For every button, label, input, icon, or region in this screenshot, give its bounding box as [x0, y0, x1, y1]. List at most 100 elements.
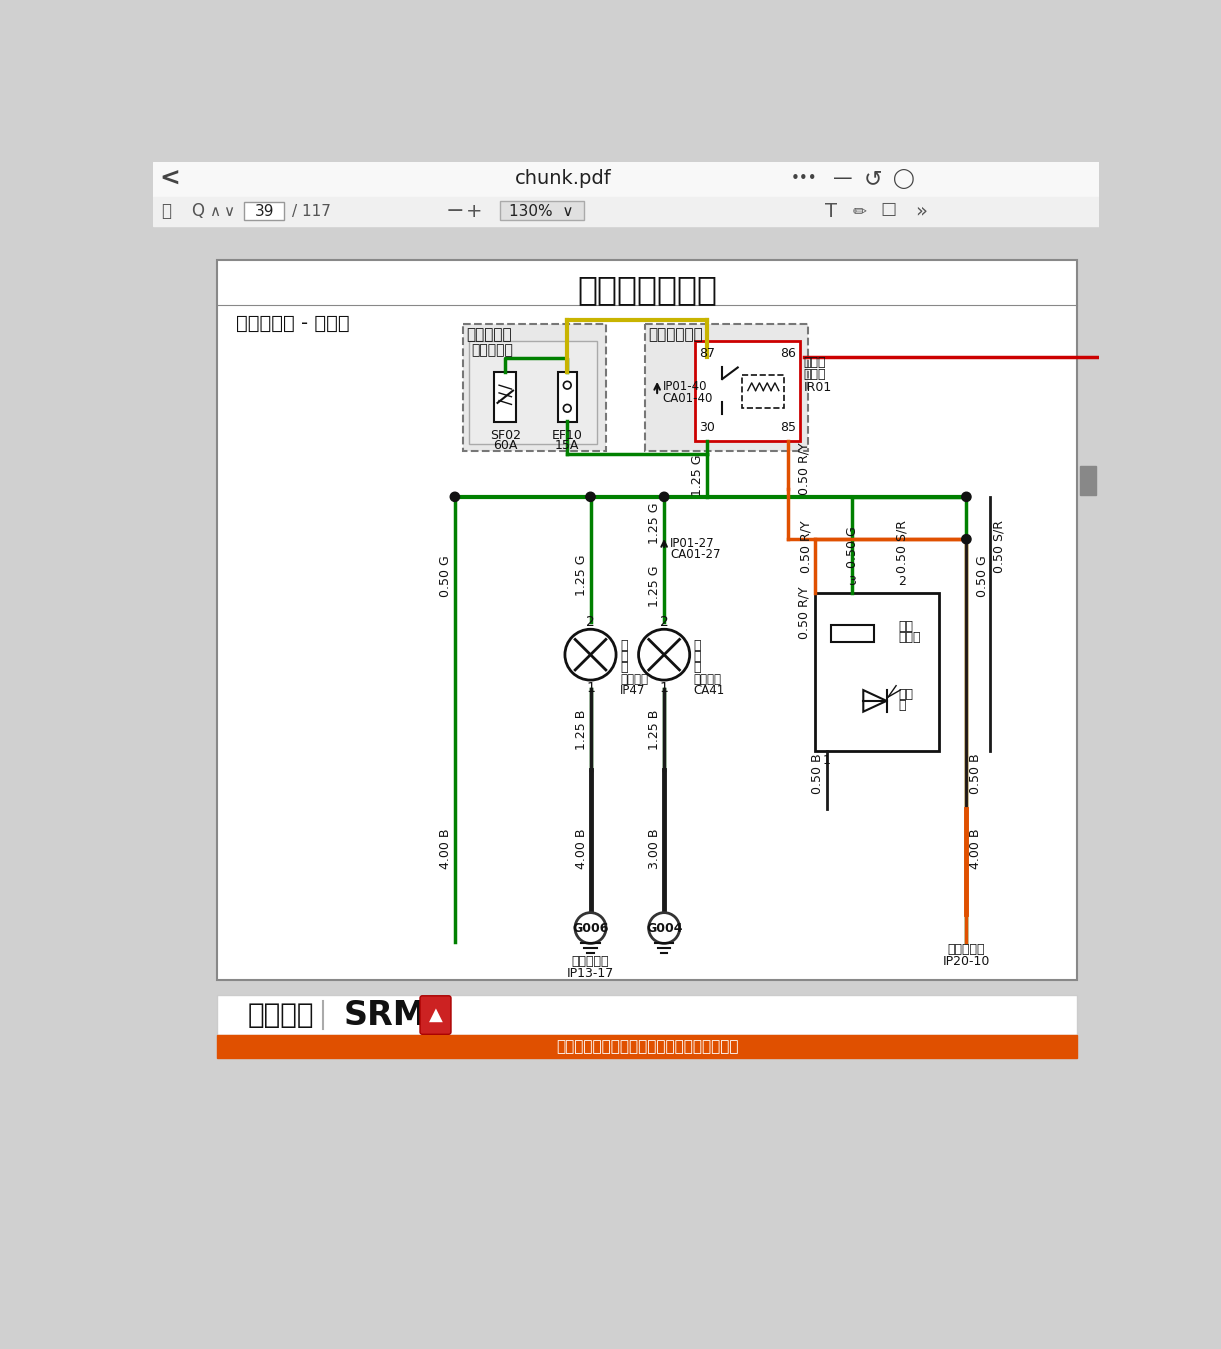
Bar — [741, 375, 784, 407]
Text: 4.00 B: 4.00 B — [575, 828, 587, 869]
Circle shape — [451, 492, 459, 502]
Text: T: T — [824, 201, 836, 221]
Text: 3: 3 — [849, 575, 856, 588]
Bar — [217, 996, 1077, 1035]
Bar — [558, 372, 576, 422]
Text: 继电器: 继电器 — [803, 368, 827, 382]
Text: 1: 1 — [586, 681, 595, 695]
Text: ✏: ✏ — [852, 202, 867, 220]
Bar — [830, 625, 874, 642]
Text: IP01-40: IP01-40 — [663, 380, 707, 393]
Text: chunk.pdf: chunk.pdf — [515, 170, 612, 189]
Text: 0.50 R/Y: 0.50 R/Y — [797, 585, 811, 638]
Text: 1.25 B: 1.25 B — [648, 710, 662, 750]
Text: 0.50 S/R: 0.50 S/R — [993, 521, 1005, 573]
Text: Q: Q — [190, 202, 204, 220]
Circle shape — [962, 534, 971, 544]
Text: 右前雾灯: 右前雾灯 — [620, 673, 648, 685]
Text: •••: ••• — [790, 171, 817, 186]
Text: 前雾灯: 前雾灯 — [803, 356, 827, 368]
Text: 2: 2 — [659, 615, 669, 629]
Text: 前雾灯系统 - 金杯标: 前雾灯系统 - 金杯标 — [237, 314, 350, 333]
Text: ↺: ↺ — [864, 169, 883, 189]
Bar — [153, 162, 1099, 197]
Circle shape — [962, 492, 971, 502]
Bar — [495, 372, 516, 422]
Text: G004: G004 — [646, 921, 683, 935]
Text: 前: 前 — [694, 639, 701, 652]
Circle shape — [563, 382, 571, 389]
Text: 至组合付表: 至组合付表 — [571, 955, 609, 969]
Text: 4.00 B: 4.00 B — [969, 828, 982, 869]
FancyBboxPatch shape — [420, 996, 451, 1035]
Circle shape — [639, 629, 690, 680]
Text: 4.00 B: 4.00 B — [440, 828, 452, 869]
Text: G006: G006 — [573, 921, 609, 935]
Text: IP47: IP47 — [620, 684, 646, 697]
Text: 1: 1 — [659, 681, 669, 695]
Text: 电路线路连接图: 电路线路连接图 — [578, 274, 717, 306]
Text: 0.50 G: 0.50 G — [976, 554, 989, 596]
Text: 1.25 G: 1.25 G — [575, 554, 587, 596]
Bar — [1081, 465, 1095, 495]
Text: 86: 86 — [780, 347, 796, 360]
Text: SF02: SF02 — [490, 429, 520, 442]
Text: 3.00 B: 3.00 B — [648, 828, 662, 869]
Text: / 117: / 117 — [292, 204, 331, 219]
Text: 灯: 灯 — [694, 661, 701, 673]
Text: 15A: 15A — [556, 438, 580, 452]
Text: 灯: 灯 — [899, 699, 906, 712]
Text: 1.25 G: 1.25 G — [648, 503, 662, 544]
Bar — [217, 260, 1077, 981]
Text: CA01-40: CA01-40 — [663, 391, 713, 405]
Text: 85: 85 — [780, 421, 796, 434]
Text: 0.50 G: 0.50 G — [846, 526, 858, 568]
Text: ☐: ☐ — [880, 202, 897, 220]
Text: 自组合开关: 自组合开关 — [947, 943, 985, 956]
Text: EF10: EF10 — [552, 429, 582, 442]
Text: 0.50 R/Y: 0.50 R/Y — [800, 521, 812, 573]
Text: 指示灯: 指示灯 — [899, 631, 921, 645]
Bar — [499, 201, 584, 220]
Text: ∧: ∧ — [209, 204, 220, 219]
Text: 底盘电器盒: 底盘电器盒 — [466, 328, 512, 343]
Text: 60A: 60A — [493, 438, 518, 452]
Bar — [217, 1035, 1077, 1058]
Text: ▲: ▲ — [429, 1006, 442, 1024]
Text: 前: 前 — [620, 639, 628, 652]
Text: CA01-27: CA01-27 — [670, 548, 720, 561]
Text: 0.50 G: 0.50 G — [440, 554, 452, 596]
FancyBboxPatch shape — [645, 324, 807, 451]
Circle shape — [563, 405, 571, 413]
Text: 1.25 G: 1.25 G — [648, 565, 662, 607]
Text: 30: 30 — [698, 421, 714, 434]
Text: »: » — [916, 201, 928, 221]
Text: 1.25 G: 1.25 G — [691, 455, 705, 496]
Circle shape — [586, 492, 595, 502]
Text: 雾: 雾 — [620, 650, 628, 662]
FancyBboxPatch shape — [463, 324, 606, 451]
Text: IR01: IR01 — [803, 380, 832, 394]
Text: 鑫源汽车: 鑫源汽车 — [247, 1001, 314, 1029]
Text: 1: 1 — [823, 754, 830, 766]
Text: 0.50 R/Y: 0.50 R/Y — [797, 442, 811, 495]
Text: 工作: 工作 — [899, 621, 913, 634]
Text: <: < — [159, 167, 181, 190]
Text: CA41: CA41 — [694, 684, 725, 697]
Text: 蓄电池电源: 蓄电池电源 — [471, 343, 513, 357]
Text: 0.50 B: 0.50 B — [811, 754, 824, 795]
Text: 左前雾灯: 左前雾灯 — [694, 673, 722, 685]
Text: IP01-27: IP01-27 — [670, 537, 716, 550]
Bar — [469, 340, 597, 444]
Text: ◯: ◯ — [894, 169, 916, 189]
Text: IP20-10: IP20-10 — [943, 955, 990, 969]
Circle shape — [565, 629, 617, 680]
Circle shape — [575, 913, 606, 943]
Text: 全球车型资料免费查询（扫码右边二维码即可: 全球车型资料免费查询（扫码右边二维码即可 — [556, 1039, 739, 1054]
Text: 仪表板电器盒: 仪表板电器盒 — [648, 328, 703, 343]
Text: 0.50 S/R: 0.50 S/R — [895, 521, 908, 573]
Bar — [816, 594, 939, 751]
Text: SRM: SRM — [343, 998, 426, 1032]
Circle shape — [659, 492, 669, 502]
Text: 雾: 雾 — [694, 650, 701, 662]
